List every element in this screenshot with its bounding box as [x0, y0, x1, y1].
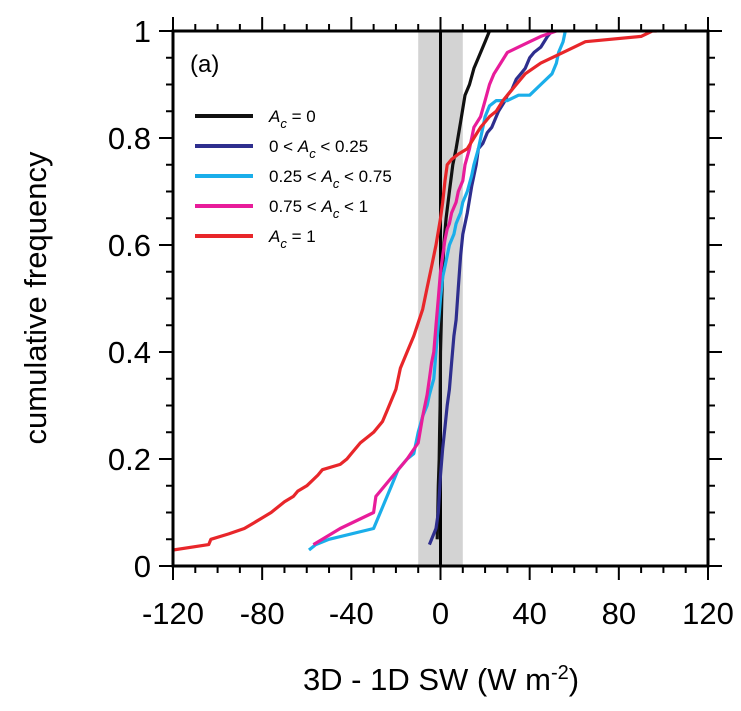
- series-line-0: [435, 31, 491, 540]
- x-tick-label: -80: [240, 596, 285, 631]
- x-axis-title-main: 3D - 1D SW (W m: [303, 662, 551, 697]
- x-tick-label: 120: [682, 596, 734, 631]
- legend-label-4: Ac = 1: [268, 227, 316, 251]
- legend-label-3: 0.75 < Ac < 1: [269, 197, 368, 221]
- legend-post: < 0.25: [316, 137, 368, 156]
- legend-sub: c: [280, 236, 287, 251]
- y-tick-label: 0: [134, 549, 151, 584]
- legend-pre: 0.25 <: [269, 167, 321, 186]
- x-axis-title-sup: -2: [551, 662, 569, 684]
- panel-label: (a): [190, 51, 219, 78]
- legend-post: = 0: [287, 107, 316, 126]
- x-axis-title: 3D - 1D SW (W m-2): [303, 662, 579, 697]
- y-tick-label: 0.2: [108, 442, 151, 477]
- legend-sub: c: [309, 146, 316, 161]
- legend-post: < 0.75: [339, 167, 391, 186]
- legend-post: = 1: [287, 227, 316, 246]
- legend-label-1: 0 < Ac < 0.25: [269, 137, 368, 161]
- series-line-3: [312, 31, 557, 546]
- legend-post: < 1: [339, 197, 368, 216]
- legend-var: A: [297, 137, 309, 156]
- legend: Ac = 0 0 < Ac < 0.25 0.25 < Ac < 0.75 0.75 …: [195, 107, 392, 251]
- x-tick-label: -40: [329, 596, 374, 631]
- series-line-4: [173, 31, 657, 552]
- tick-labels: -120 -80 -40 0 40 80 120 0 0.2 0.4 0.6 0.8 1: [108, 14, 734, 631]
- y-tick-label: 0.4: [108, 335, 151, 370]
- y-tick-label: 1: [134, 14, 151, 49]
- series-layer: [173, 31, 657, 552]
- legend-sub: c: [280, 116, 287, 131]
- y-axis-title: cumulative frequency: [18, 151, 53, 444]
- legend-label-2: 0.25 < Ac < 0.75: [269, 167, 392, 191]
- x-tick-label: -120: [142, 596, 204, 631]
- x-axis-title-tail: ): [569, 662, 579, 697]
- ticks-layer: [159, 17, 722, 580]
- x-tick-label: 0: [432, 596, 449, 631]
- legend-label-0: Ac = 0: [268, 107, 316, 131]
- legend-var: A: [320, 167, 332, 186]
- legend-pre: 0.75 <: [269, 197, 321, 216]
- legend-var: A: [268, 227, 280, 246]
- y-tick-label: 0.6: [108, 228, 151, 263]
- legend-pre: 0 <: [269, 137, 298, 156]
- legend-sub: c: [333, 206, 340, 221]
- series-line-1: [427, 31, 554, 546]
- y-tick-label: 0.8: [108, 121, 151, 156]
- x-tick-label: 80: [602, 596, 636, 631]
- legend-var: A: [320, 197, 332, 216]
- legend-sub: c: [333, 176, 340, 191]
- legend-var: A: [268, 107, 280, 126]
- x-tick-label: 40: [512, 596, 546, 631]
